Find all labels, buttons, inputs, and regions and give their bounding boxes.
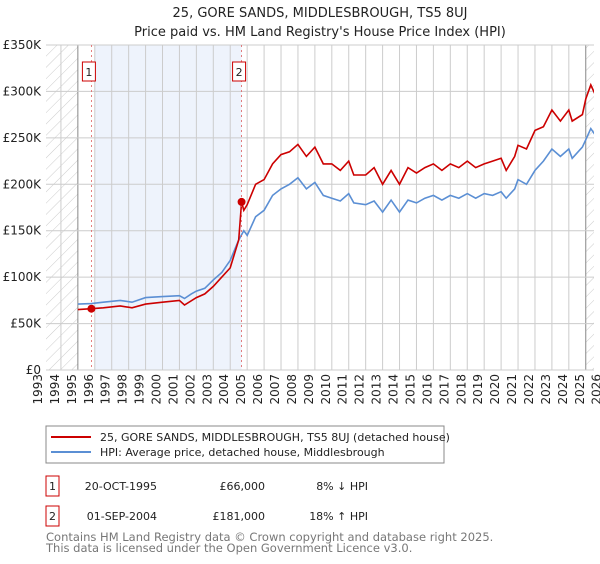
sale-hpi-diff: 8% ↓ HPI — [316, 480, 368, 493]
x-tick-label: 2023 — [539, 374, 553, 405]
x-tick-label: 1999 — [133, 374, 147, 405]
y-tick-label: £0 — [26, 363, 41, 377]
legend-label-hpi: HPI: Average price, detached house, Midd… — [100, 446, 385, 459]
sale-marker-label: 1 — [49, 480, 56, 493]
chart-title: 25, GORE SANDS, MIDDLESBROUGH, TS5 8UJ — [173, 6, 468, 21]
x-tick-label: 2004 — [217, 374, 231, 405]
x-tick-label: 2018 — [454, 374, 468, 405]
sale-price: £66,000 — [220, 480, 266, 493]
x-tick-label: 2002 — [183, 374, 197, 405]
sale-marker-box — [232, 61, 247, 82]
hpi-line — [77, 126, 594, 305]
x-tick-label: 2016 — [420, 374, 434, 405]
sale-point — [87, 304, 96, 313]
y-tick-label: £300K — [3, 84, 43, 98]
x-tick-label: 2007 — [268, 374, 282, 405]
x-tick-label: 2006 — [251, 374, 265, 405]
sale-price: £181,000 — [213, 510, 266, 523]
hatched-region-after — [585, 45, 594, 370]
x-tick-label: 1997 — [99, 374, 113, 405]
x-tick-label: 2021 — [505, 374, 519, 405]
legend-label-price: 25, GORE SANDS, MIDDLESBROUGH, TS5 8UJ (… — [100, 431, 450, 444]
y-tick-label: £350K — [3, 38, 43, 52]
hatched-region-before — [46, 45, 78, 370]
x-tick-label: 2015 — [403, 374, 417, 405]
x-tick-label: 1998 — [116, 374, 130, 405]
x-tick-label: 2017 — [437, 374, 451, 405]
x-tick-label: 2008 — [285, 374, 299, 405]
sale-date: 20-OCT-1995 — [85, 480, 157, 493]
x-tick-label: 2012 — [353, 374, 367, 405]
shaded-ownership-period — [94, 45, 242, 370]
y-tick-label: £50K — [10, 317, 42, 331]
sale-marker-box — [81, 61, 96, 82]
y-axis: £0 £50K £100K £150K £200K £250K £300K £350K — [3, 38, 43, 377]
x-tick-label: 2003 — [200, 374, 214, 405]
plot-background — [46, 45, 594, 370]
footer-copyright: Contains HM Land Registry data © Crown c… — [46, 530, 493, 544]
x-tick-label: 2022 — [522, 374, 536, 405]
x-tick-label: 2025 — [573, 374, 587, 405]
x-tick-label: 2013 — [370, 374, 384, 405]
x-tick-label: 2020 — [488, 374, 502, 405]
x-tick-label: 2001 — [166, 374, 180, 405]
y-tick-label: £100K — [3, 270, 43, 284]
chart-subtitle: Price paid vs. HM Land Registry's House … — [134, 25, 506, 40]
legend: 25, GORE SANDS, MIDDLESBROUGH, TS5 8UJ (… — [45, 425, 450, 464]
x-tick-label: 1996 — [82, 374, 96, 405]
x-axis: 1993 1994 1995 1996 1997 1998 1999 2000 2001 2002… — [31, 374, 600, 405]
x-tick-label: 1993 — [31, 374, 45, 405]
sale-hpi-diff: 18% ↑ HPI — [309, 510, 368, 523]
x-tick-label: 2011 — [336, 374, 350, 405]
y-tick-label: £250K — [3, 131, 43, 145]
x-tick-label: 2019 — [471, 374, 485, 405]
y-tick-label: £150K — [3, 224, 43, 238]
footer-licence: This data is licensed under the Open Gov… — [45, 541, 412, 555]
x-tick-label: 2000 — [150, 374, 164, 405]
sale-marker-label: 2 — [236, 66, 243, 79]
x-tick-label: 2009 — [302, 374, 316, 405]
sale-date: 01-SEP-2004 — [87, 510, 157, 523]
sale-marker-label: 1 — [85, 66, 92, 79]
x-tick-label: 1994 — [48, 374, 62, 405]
x-tick-label: 2024 — [556, 374, 570, 405]
sale-point — [237, 197, 246, 206]
x-tick-label: 2005 — [234, 374, 248, 405]
price-paid-line — [77, 82, 594, 311]
x-tick-label: 2014 — [387, 374, 401, 405]
sale-row-2: 2 01-SEP-2004 £181,000 18% ↑ HPI — [45, 505, 368, 527]
x-tick-label: 1995 — [65, 374, 79, 405]
x-tick-label: 2026 — [590, 374, 600, 405]
sale-marker-label: 2 — [49, 510, 56, 523]
grid — [46, 44, 594, 371]
sale-row-1: 1 20-OCT-1995 £66,000 8% ↓ HPI — [45, 475, 368, 497]
series-lines — [77, 82, 594, 311]
x-tick-label: 2010 — [319, 374, 333, 405]
y-tick-label: £200K — [3, 177, 43, 191]
